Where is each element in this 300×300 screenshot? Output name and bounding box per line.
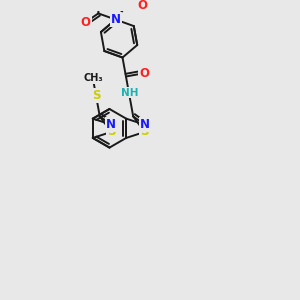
Text: S: S xyxy=(92,89,100,102)
Text: NH: NH xyxy=(121,88,138,98)
Text: S: S xyxy=(107,125,116,139)
Text: O: O xyxy=(139,67,149,80)
Text: O: O xyxy=(137,0,147,12)
Text: S: S xyxy=(140,125,149,139)
Text: N: N xyxy=(106,118,116,131)
Text: CH₃: CH₃ xyxy=(83,74,103,83)
Text: O: O xyxy=(81,16,91,28)
Text: N: N xyxy=(140,118,149,131)
Text: N: N xyxy=(111,13,121,26)
